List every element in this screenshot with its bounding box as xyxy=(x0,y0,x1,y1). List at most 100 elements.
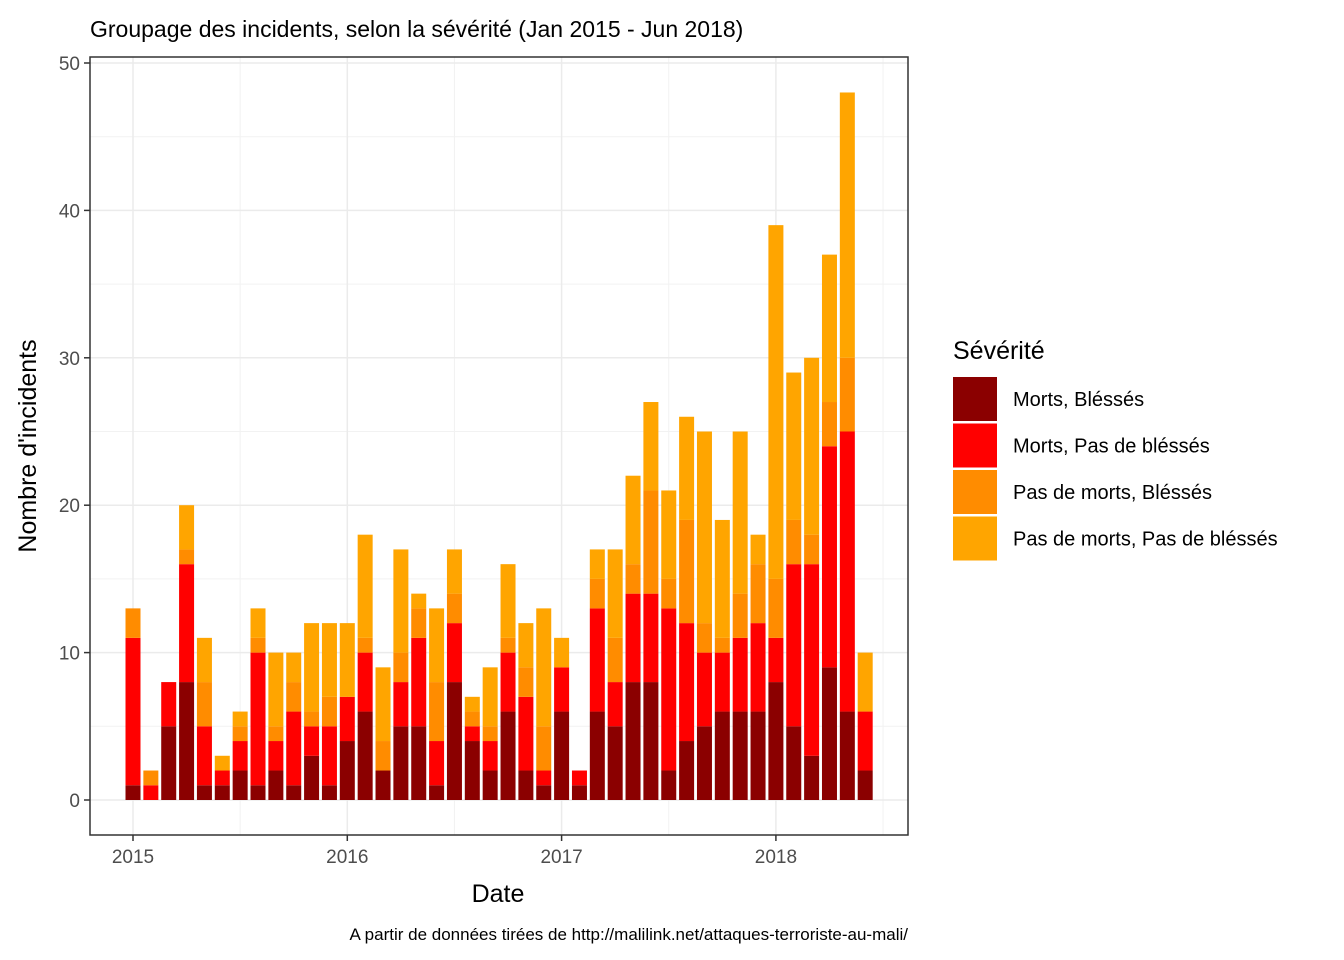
bar-segment xyxy=(643,682,659,800)
bar-segment xyxy=(750,534,766,565)
bar-segment xyxy=(518,623,534,668)
bar-segment xyxy=(768,637,784,683)
bar-segment xyxy=(857,770,873,800)
bar-segment xyxy=(393,682,409,727)
legend-key xyxy=(953,470,997,514)
bar-segment xyxy=(768,578,784,638)
bar-segment xyxy=(125,608,141,638)
bar-segment xyxy=(179,682,195,800)
bar-segment xyxy=(679,741,695,800)
bar-segment xyxy=(732,593,748,638)
bar-segment xyxy=(268,726,284,742)
bar-segment xyxy=(179,564,195,683)
x-tick-label: 2018 xyxy=(755,847,797,868)
bar-segment xyxy=(661,490,677,579)
bar-segment xyxy=(696,623,712,653)
bar-segment xyxy=(250,608,266,638)
bar-segment xyxy=(661,770,677,800)
bar-segment xyxy=(393,652,409,683)
bar-segment xyxy=(250,785,266,800)
bar-segment xyxy=(446,593,462,624)
bar-segment xyxy=(500,637,516,653)
bar-segment xyxy=(339,696,355,742)
bar-segment xyxy=(321,726,337,786)
bar-segment xyxy=(857,652,873,712)
bar-segment xyxy=(321,623,337,697)
legend-key xyxy=(953,516,997,561)
bar-segment xyxy=(643,490,659,594)
y-tick-label: 0 xyxy=(69,791,80,812)
bar-segment xyxy=(571,770,587,786)
bar-segment xyxy=(821,446,837,668)
bar-segment xyxy=(411,608,427,638)
bar-segment xyxy=(143,785,159,800)
bar-segment xyxy=(518,667,534,697)
bar-segment xyxy=(786,519,802,565)
bar-segment xyxy=(554,637,570,668)
x-tick-label: 2017 xyxy=(540,847,582,868)
grid-minor xyxy=(90,57,908,835)
bar-segment xyxy=(625,593,641,683)
bar-segment xyxy=(268,652,284,727)
bar-segment xyxy=(732,711,748,800)
bar-segment xyxy=(714,637,730,653)
bar-segment xyxy=(696,431,712,624)
legend-label: Pas de morts, Pas de bléssés xyxy=(1013,529,1278,551)
bar-segment xyxy=(268,741,284,771)
bar-segment xyxy=(804,755,820,800)
bar-segment xyxy=(536,726,552,771)
bar-segment xyxy=(464,726,480,742)
bar-segment xyxy=(464,741,480,800)
bar-segment xyxy=(375,770,391,800)
bar-segment xyxy=(804,564,820,756)
panel-background xyxy=(90,57,908,835)
bar-segment xyxy=(607,549,623,638)
bar-segment xyxy=(661,608,677,771)
bar-segment xyxy=(214,755,230,771)
bar-segment xyxy=(250,637,266,653)
bar-segment xyxy=(518,696,534,771)
bar-segment xyxy=(304,726,320,756)
y-tick-label: 50 xyxy=(59,54,80,75)
bar-segment xyxy=(179,505,195,550)
bar-segment xyxy=(214,785,230,800)
legend-label: Pas de morts, Bléssés xyxy=(1013,482,1212,504)
y-axis-title: Nombre d'incidents xyxy=(14,339,42,552)
bar-segment xyxy=(786,564,802,727)
bar-segment xyxy=(536,608,552,727)
x-axis-title: Date xyxy=(472,880,525,908)
bar-segment xyxy=(804,357,820,535)
panel-border xyxy=(89,56,909,836)
bar-segment xyxy=(857,711,873,771)
bar-segment xyxy=(464,696,480,712)
legend-key xyxy=(953,423,997,468)
bar-segment xyxy=(179,549,195,565)
bar-segment xyxy=(232,741,248,771)
bar-segment xyxy=(679,416,695,520)
legend-label: Morts, Bléssés xyxy=(1013,389,1144,411)
bar-segment xyxy=(571,785,587,800)
bar-segment xyxy=(750,564,766,624)
bar-segment xyxy=(286,682,302,712)
bar-segment xyxy=(429,608,445,683)
bar-segment xyxy=(375,667,391,742)
bar-segment xyxy=(518,770,534,800)
bar-segment xyxy=(446,549,462,594)
bar-segment xyxy=(643,402,659,491)
bar-segment xyxy=(196,637,212,683)
bar-segment xyxy=(607,637,623,683)
bar-segment xyxy=(321,696,337,727)
y-tick-label: 40 xyxy=(59,201,80,222)
y-axis: 0 10 20 30 40 50 xyxy=(59,54,90,812)
bar-segment xyxy=(786,726,802,800)
bar-segment xyxy=(429,785,445,800)
bar-segment xyxy=(696,726,712,800)
bar-segment xyxy=(375,741,391,771)
bar-segment xyxy=(357,711,373,800)
bar-segment xyxy=(768,682,784,800)
bar-segment xyxy=(411,593,427,609)
legend-title: Sévérité xyxy=(953,337,1045,365)
legend-key xyxy=(953,377,997,421)
bar-segment xyxy=(161,682,177,727)
